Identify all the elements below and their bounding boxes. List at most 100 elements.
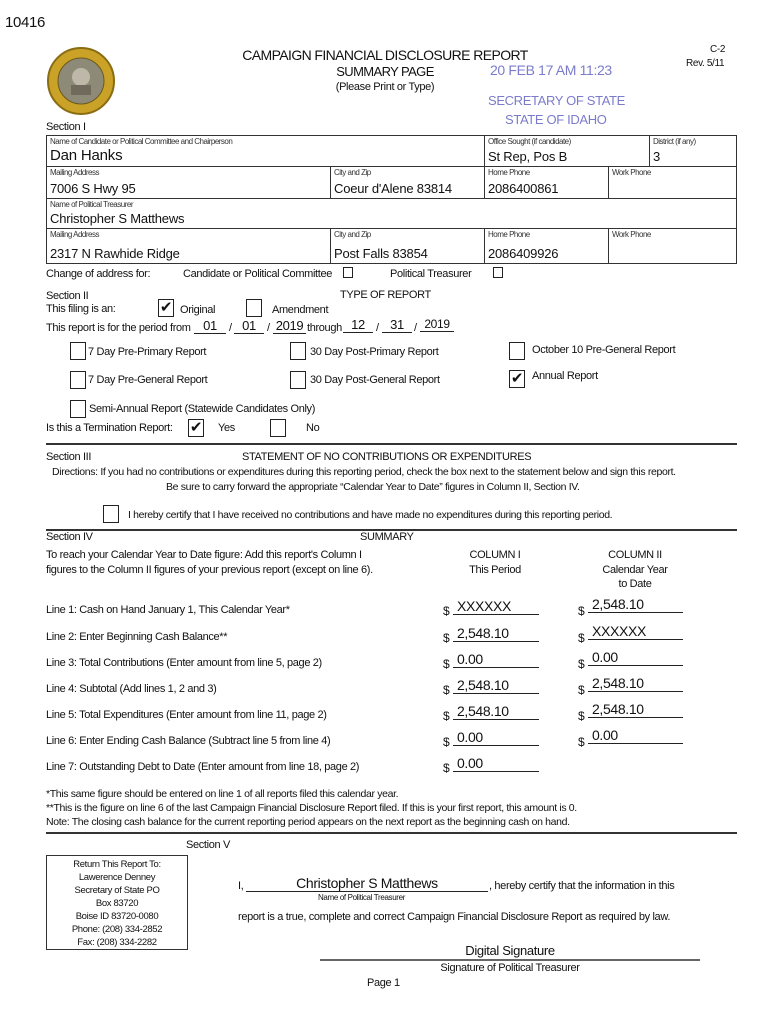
through-label: through <box>307 322 342 334</box>
change-address-label: Change of address for: <box>46 268 151 280</box>
termination-yes-checkbox[interactable]: ✔ <box>188 419 204 437</box>
field-label: District (if any) <box>653 137 696 146</box>
termination-no-checkbox[interactable] <box>270 419 286 437</box>
column-2-amount[interactable]: 2,548.10 <box>588 596 683 613</box>
period-from-day[interactable]: 01 <box>234 318 264 334</box>
summary-line-label: Line 3: Total Contributions (Enter amoun… <box>46 657 322 669</box>
column-1-subheader: This Period <box>469 564 521 576</box>
date-separator: / <box>267 322 270 334</box>
candidate-work-phone-field[interactable]: Work Phone <box>608 166 737 199</box>
summary-heading: SUMMARY <box>360 531 414 543</box>
column-1-amount[interactable]: XXXXXX <box>453 598 539 615</box>
pre-general-checkbox[interactable] <box>70 371 86 389</box>
signature-field[interactable]: Digital Signature <box>320 943 700 961</box>
post-primary-checkbox[interactable] <box>290 342 306 360</box>
original-checkbox[interactable]: ✔ <box>158 299 174 317</box>
section-3-directions-2: Be sure to carry forward the appropriate… <box>166 481 580 493</box>
period-to-month[interactable]: 12 <box>343 317 373 333</box>
field-value: 7006 S Hwy 95 <box>50 181 136 196</box>
treasurer-work-phone-field[interactable]: Work Phone <box>608 228 737 264</box>
treasurer-city-field[interactable]: City and Zip Post Falls 83854 <box>330 228 485 264</box>
currency-symbol: $ <box>443 735 450 749</box>
column-2-header: COLUMN II <box>608 549 662 561</box>
post-general-checkbox[interactable] <box>290 371 306 389</box>
change-treasurer-checkbox[interactable] <box>493 267 503 278</box>
column-2-amount[interactable]: 2,548.10 <box>588 701 683 718</box>
column-1-amount[interactable]: 0.00 <box>453 729 539 746</box>
treasurer-name-field[interactable]: Name of Political Treasurer Christopher S… <box>46 198 737 229</box>
report-type-label: 30 Day Post-General Report <box>310 374 440 386</box>
currency-symbol: $ <box>578 631 585 645</box>
report-type-label: October 10 Pre-General Report <box>532 344 676 356</box>
office-sought-field[interactable]: Office Sought (if candidate) St Rep, Pos … <box>484 135 650 167</box>
summary-line-label: Line 1: Cash on Hand January 1, This Cal… <box>46 604 290 616</box>
candidate-city-field[interactable]: City and Zip Coeur d'Alene 83814 <box>330 166 485 199</box>
period-to-day[interactable]: 31 <box>382 317 412 333</box>
column-1-amount[interactable]: 0.00 <box>453 651 539 668</box>
certify-prefix: I, <box>238 880 244 892</box>
column-2-subheader-2: to Date <box>618 578 652 590</box>
currency-symbol: $ <box>578 735 585 749</box>
type-of-report-heading: TYPE OF REPORT <box>340 289 431 301</box>
date-separator: / <box>376 322 379 334</box>
column-1-amount[interactable]: 2,548.10 <box>453 703 539 720</box>
summary-intro: To reach your Calendar Year to Date figu… <box>46 549 362 561</box>
candidate-home-phone-field[interactable]: Home Phone 2086400861 <box>484 166 609 199</box>
field-value: Dan Hanks <box>50 147 123 164</box>
original-label: Original <box>180 304 216 316</box>
period-from-month[interactable]: 01 <box>194 318 226 334</box>
footnote-1: *This same figure should be entered on l… <box>46 788 399 800</box>
column-1-amount[interactable]: 0.00 <box>453 755 539 772</box>
return-line: Return This Report To: <box>73 859 161 870</box>
signature-caption: Signature of Political Treasurer <box>440 962 580 974</box>
field-value: 2086409926 <box>488 246 559 261</box>
amendment-label: Amendment <box>272 304 329 316</box>
column-1-amount[interactable]: 2,548.10 <box>453 625 539 642</box>
annual-report-checkbox[interactable]: ✔ <box>509 370 525 388</box>
treasurer-home-phone-field[interactable]: Home Phone 2086409926 <box>484 228 609 264</box>
currency-symbol: $ <box>578 657 585 671</box>
semi-annual-checkbox[interactable] <box>70 400 86 418</box>
section-4-label: Section IV <box>46 531 93 543</box>
field-value: St Rep, Pos B <box>488 149 568 164</box>
footnote-3: Note: The closing cash balance for the c… <box>46 816 570 828</box>
footnote-2: **This is the figure on line 6 of the la… <box>46 802 577 814</box>
return-address-box: Return This Report To: Lawerence Denney … <box>46 855 188 950</box>
currency-symbol: $ <box>443 604 450 618</box>
return-line: Phone: (208) 334-2852 <box>71 924 163 935</box>
amendment-checkbox[interactable] <box>246 299 262 317</box>
summary-line-label: Line 6: Enter Ending Cash Balance (Subtr… <box>46 735 331 747</box>
divider <box>46 443 737 445</box>
column-2-amount[interactable]: XXXXXX <box>588 623 683 640</box>
report-type-label: 30 Day Post-Primary Report <box>310 346 439 358</box>
report-subtitle: SUMMARY PAGE <box>336 64 434 79</box>
column-1-amount[interactable]: 2,548.10 <box>453 677 539 694</box>
field-value: 2317 N Rawhide Ridge <box>50 246 180 261</box>
candidate-name-field[interactable]: Name of Candidate or Political Committee… <box>46 135 485 167</box>
form-revision: Rev. 5/11 <box>686 58 725 69</box>
currency-symbol: $ <box>443 631 450 645</box>
column-2-amount[interactable]: 0.00 <box>588 649 683 666</box>
no-activity-checkbox[interactable] <box>103 505 119 523</box>
summary-line-label: Line 5: Total Expenditures (Enter amount… <box>46 709 327 721</box>
field-label: Work Phone <box>612 168 651 177</box>
change-candidate-label: Candidate or Political Committee <box>183 268 332 280</box>
column-2-amount[interactable]: 2,548.10 <box>588 675 683 692</box>
received-stamp-state: STATE OF IDAHO <box>505 112 607 127</box>
field-label: Home Phone <box>488 168 530 177</box>
pre-primary-checkbox[interactable] <box>70 342 86 360</box>
received-stamp-date: 20 FEB 17 AM 11:23 <box>490 62 612 78</box>
period-to-year[interactable]: 2019 <box>420 317 454 332</box>
change-candidate-checkbox[interactable] <box>343 267 353 278</box>
certify-text: , hereby certify that the information in… <box>489 880 675 892</box>
column-2-amount[interactable]: 0.00 <box>588 727 683 744</box>
october-pre-general-checkbox[interactable] <box>509 342 525 360</box>
treasurer-mailing-field[interactable]: Mailing Address 2317 N Rawhide Ridge <box>46 228 331 264</box>
district-field[interactable]: District (if any) 3 <box>649 135 737 167</box>
report-type-label: 7 Day Pre-General Report <box>88 374 208 386</box>
received-stamp-office: SECRETARY OF STATE <box>488 93 625 108</box>
treasurer-name-signature-field[interactable]: Christopher S Matthews <box>246 875 488 892</box>
field-label: City and Zip <box>334 168 371 177</box>
period-from-year[interactable]: 2019 <box>273 318 306 334</box>
candidate-mailing-field[interactable]: Mailing Address 7006 S Hwy 95 <box>46 166 331 199</box>
